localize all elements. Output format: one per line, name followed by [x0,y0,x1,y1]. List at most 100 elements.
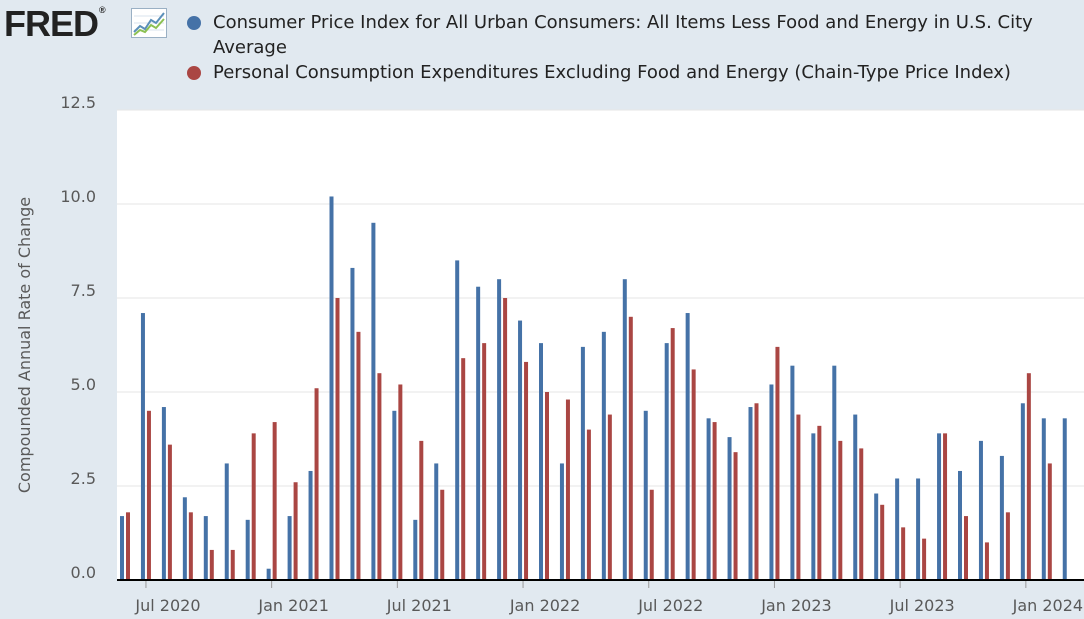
pce-bar-2020-09[interactable] [188,512,193,580]
pce-bar-2022-05[interactable] [607,414,612,580]
pce-bar-2020-10[interactable] [209,549,214,580]
pce-bar-2020-11[interactable] [230,549,235,580]
cpi-bar-2023-12[interactable] [999,455,1004,580]
legend-item-pce[interactable]: Personal Consumption Expenditures Exclud… [187,60,1043,85]
pce-bar-2021-01[interactable] [272,422,277,580]
pce-bar-2023-05[interactable] [859,448,864,580]
x-tick-label: Jul 2020 [134,596,200,615]
pce-bar-2023-12[interactable] [1005,512,1010,580]
cpi-bar-2024-01[interactable] [1020,403,1025,580]
pce-bar-2021-02[interactable] [293,482,298,580]
pce-bar-2020-07[interactable] [146,410,151,580]
cpi-bar-2022-12[interactable] [748,407,753,580]
legend-item-cpi[interactable]: Consumer Price Index for All Urban Consu… [187,10,1043,60]
cpi-bar-2022-11[interactable] [727,437,732,580]
pce-bar-2022-09[interactable] [691,369,696,580]
y-axis-label: Compounded Annual Rate of Change [15,197,34,493]
pce-bar-2022-02[interactable] [545,392,549,580]
pce-bar-2024-02[interactable] [1047,463,1052,580]
cpi-bar-2023-09[interactable] [937,433,942,580]
cpi-bar-2024-03[interactable] [1062,418,1067,580]
cpi-bar-2020-12[interactable] [245,519,250,580]
cpi-bar-2022-01[interactable] [518,320,523,580]
cpi-bar-2024-02[interactable] [1041,418,1046,580]
cpi-bar-2021-08[interactable] [413,519,418,580]
pce-bar-2022-07[interactable] [649,489,654,580]
pce-bar-2023-02[interactable] [796,414,801,580]
pce-bar-2023-04[interactable] [838,440,843,580]
cpi-bar-2022-02[interactable] [539,343,543,580]
pce-bar-2021-03[interactable] [314,388,319,580]
pce-bar-2022-11[interactable] [733,452,738,580]
cpi-bar-2022-07[interactable] [643,410,648,580]
pce-bar-2022-04[interactable] [586,429,591,580]
cpi-bar-2023-01[interactable] [769,384,774,580]
pce-bar-2021-11[interactable] [482,343,487,580]
cpi-bar-2023-06[interactable] [874,493,879,580]
pce-bar-2021-07[interactable] [398,384,403,580]
pce-bar-2021-09[interactable] [440,489,445,580]
cpi-bar-2020-10[interactable] [203,516,208,580]
cpi-bar-2021-05[interactable] [350,267,355,580]
pce-bar-2023-11[interactable] [984,542,989,580]
cpi-bar-2021-07[interactable] [392,410,397,580]
cpi-bar-2020-07[interactable] [140,313,145,580]
pce-bar-2021-04[interactable] [335,298,340,580]
pce-bar-2022-06[interactable] [628,316,633,580]
pce-bar-2021-12[interactable] [503,298,508,580]
cpi-bar-2020-11[interactable] [224,463,229,580]
cpi-bar-2021-04[interactable] [329,196,334,581]
plot-area [117,110,1084,580]
cpi-bar-2022-10[interactable] [706,418,711,580]
cpi-bar-2023-04[interactable] [832,365,837,580]
pce-bar-2023-01[interactable] [775,346,780,580]
cpi-bar-2022-04[interactable] [580,346,585,580]
cpi-bar-2021-06[interactable] [371,222,376,581]
cpi-bar-2023-11[interactable] [978,440,983,580]
cpi-bar-2023-07[interactable] [895,478,900,580]
pce-bar-2022-08[interactable] [670,328,675,580]
cpi-bar-2020-09[interactable] [182,497,187,580]
cpi-bar-2021-10[interactable] [455,260,460,580]
cpi-bar-2022-05[interactable] [601,331,606,580]
pce-bar-2021-10[interactable] [461,358,466,580]
cpi-bar-2023-02[interactable] [790,365,795,580]
legend-dot-cpi [187,16,201,30]
cpi-bar-2021-12[interactable] [497,279,502,580]
pce-bar-2021-08[interactable] [419,440,424,580]
pce-bar-2020-08[interactable] [167,444,172,580]
cpi-bar-2022-08[interactable] [664,343,669,580]
cpi-bar-2020-08[interactable] [161,407,166,580]
pce-bar-2023-03[interactable] [817,425,822,580]
pce-bar-2024-01[interactable] [1026,373,1031,580]
pce-bar-2021-05[interactable] [356,331,361,580]
cpi-bar-2023-03[interactable] [811,433,816,580]
cpi-bar-2022-03[interactable] [559,463,564,580]
pce-bar-2022-12[interactable] [754,403,759,580]
cpi-bar-2021-11[interactable] [476,286,481,580]
cpi-bar-2022-09[interactable] [685,313,690,580]
cpi-bar-2021-02[interactable] [287,516,292,580]
fred-logo[interactable]: FRED® [4,3,106,44]
cpi-bar-2023-05[interactable] [853,414,858,580]
pce-bar-2022-10[interactable] [712,422,717,580]
pce-bar-2022-01[interactable] [524,361,529,580]
cpi-bar-2021-01[interactable] [266,568,271,580]
pce-bar-2021-06[interactable] [377,373,382,580]
cpi-bar-2023-08[interactable] [916,478,921,580]
pce-bar-2020-12[interactable] [251,433,256,580]
cpi-bar-2023-10[interactable] [958,470,962,580]
cpi-bar-2021-09[interactable] [434,463,439,580]
pce-bar-2023-10[interactable] [964,516,968,580]
pce-bar-2023-07[interactable] [901,527,906,580]
x-tick-label: Jan 2023 [760,596,831,615]
pce-bar-2020-06[interactable] [126,512,130,580]
pce-bar-2023-08[interactable] [922,538,927,580]
pce-bar-2022-03[interactable] [565,399,570,580]
cpi-bar-2022-06[interactable] [622,279,627,580]
pce-bar-2023-06[interactable] [880,504,885,580]
cpi-bar-2020-06[interactable] [120,516,124,580]
pce-bar-2023-09[interactable] [943,433,948,580]
cpi-bar-2021-03[interactable] [308,470,313,580]
